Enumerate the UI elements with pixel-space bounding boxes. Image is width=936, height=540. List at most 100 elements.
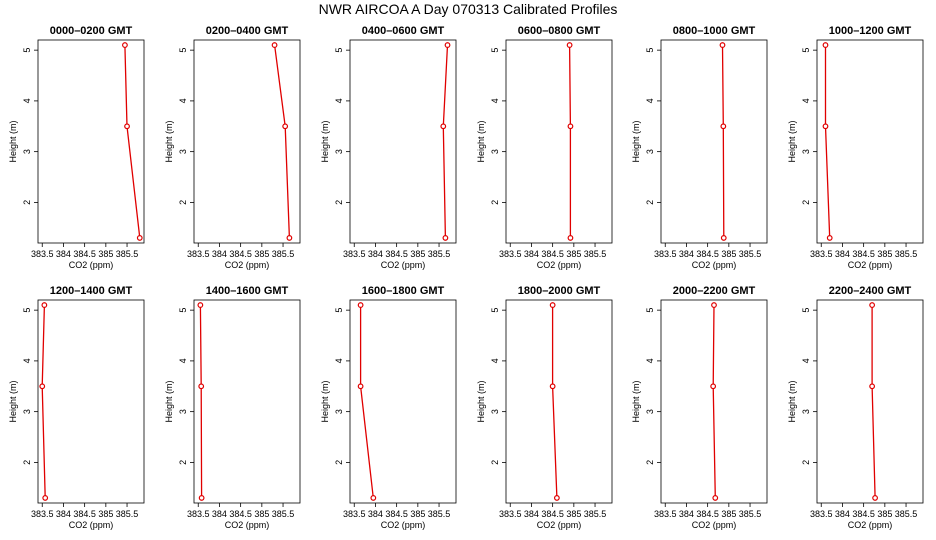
profile-line xyxy=(273,45,291,238)
x-tick-label: 383.5 xyxy=(343,249,366,259)
plot-frame xyxy=(660,39,768,244)
x-axis-label: CO2 (ppm) xyxy=(225,260,270,270)
x-tick-label: 385.5 xyxy=(116,249,139,259)
x-tick-label: 383.5 xyxy=(499,509,522,519)
x-tick-label: 385 xyxy=(877,509,892,519)
y-tick-label: 2 xyxy=(490,460,500,465)
panel-title: 1600–1800 GMT xyxy=(362,285,445,297)
y-tick-label: 3 xyxy=(645,409,655,414)
y-tick-label: 4 xyxy=(178,98,188,103)
data-point xyxy=(711,302,717,308)
panel: 1800–2000 GMT 383.5 384 384.5 385 385.5 2 3 4 5 CO… xyxy=(476,285,613,530)
data-point xyxy=(720,123,727,130)
y-tick-label: 4 xyxy=(178,358,188,363)
x-tick-label: 385.5 xyxy=(895,249,918,259)
panel: 1600–1800 GMT 383.5 384 384.5 385 385.5 2 3 4 5 CO… xyxy=(320,285,457,530)
data-point xyxy=(440,123,447,130)
y-tick-label: 2 xyxy=(645,200,655,205)
x-tick-label: 385 xyxy=(721,249,736,259)
data-point xyxy=(822,123,829,130)
data-point xyxy=(566,42,573,48)
profile-line xyxy=(442,45,449,238)
panel: 0800–1000 GMT 383.5 384 384.5 385 385.5 2 3 4 5 CO… xyxy=(631,25,768,270)
panel: 0600–0800 GMT 383.5 384 384.5 385 385.5 2 3 4 5 CO… xyxy=(476,25,613,270)
y-tick-label: 4 xyxy=(801,98,811,103)
y-tick-label: 3 xyxy=(645,149,655,154)
data-point xyxy=(39,383,46,390)
x-tick-label: 384 xyxy=(835,509,850,519)
y-tick-label: 5 xyxy=(490,48,500,53)
x-tick-label: 385 xyxy=(721,509,736,519)
x-tick-label: 383.5 xyxy=(654,509,677,519)
y-tick-label: 2 xyxy=(178,460,188,465)
x-tick-label: 384.5 xyxy=(385,509,408,519)
y-axis-label: Height (m) xyxy=(320,120,330,162)
y-tick-label: 3 xyxy=(178,409,188,414)
x-tick-label: 385.5 xyxy=(428,509,451,519)
x-tick-label: 385 xyxy=(254,509,269,519)
y-tick-label: 2 xyxy=(801,200,811,205)
x-tick-label: 384 xyxy=(524,509,539,519)
y-tick-label: 3 xyxy=(490,409,500,414)
y-tick-label: 5 xyxy=(334,48,344,53)
x-axis-label: CO2 (ppm) xyxy=(381,260,426,270)
data-point xyxy=(719,42,726,48)
y-tick-label: 4 xyxy=(490,358,500,363)
panel: 0200–0400 GMT 383.5 384 384.5 385 385.5 2 3 4 5 CO… xyxy=(164,25,301,270)
data-point xyxy=(42,495,49,501)
profile-line xyxy=(824,45,831,238)
x-tick-label: 384.5 xyxy=(73,249,96,259)
x-tick-label: 385.5 xyxy=(895,509,918,519)
data-point xyxy=(357,383,364,390)
y-axis-label: Height (m) xyxy=(320,380,330,422)
y-axis-label: Height (m) xyxy=(8,120,18,162)
y-tick-label: 5 xyxy=(645,48,655,53)
plot-frame xyxy=(349,39,457,244)
data-point xyxy=(357,302,364,308)
y-tick-label: 3 xyxy=(22,149,32,154)
data-point xyxy=(198,495,205,501)
x-tick-label: 384.5 xyxy=(541,249,564,259)
panel-title: 2200–2400 GMT xyxy=(829,285,912,297)
y-tick-label: 2 xyxy=(334,200,344,205)
y-axis-label: Height (m) xyxy=(8,380,18,422)
x-axis-label: CO2 (ppm) xyxy=(69,260,114,270)
y-tick-label: 5 xyxy=(645,308,655,313)
x-tick-label: 383.5 xyxy=(499,249,522,259)
y-tick-label: 4 xyxy=(22,358,32,363)
x-tick-label: 385.5 xyxy=(116,509,139,519)
y-tick-label: 4 xyxy=(645,358,655,363)
y-tick-label: 3 xyxy=(801,149,811,154)
y-axis-label: Height (m) xyxy=(476,380,486,422)
plot-frame xyxy=(37,299,145,504)
data-point xyxy=(869,383,876,390)
data-point xyxy=(553,495,560,501)
plot-frame xyxy=(816,39,924,244)
y-tick-label: 4 xyxy=(334,98,344,103)
y-tick-label: 3 xyxy=(490,149,500,154)
x-tick-label: 385 xyxy=(98,249,113,259)
data-point xyxy=(720,235,727,241)
profile-line xyxy=(712,305,716,498)
x-tick-label: 385 xyxy=(254,249,269,259)
y-tick-label: 4 xyxy=(490,98,500,103)
y-axis-label: Height (m) xyxy=(476,120,486,162)
panel-title: 1200–1400 GMT xyxy=(50,285,133,297)
y-tick-label: 3 xyxy=(334,409,344,414)
y-tick-label: 4 xyxy=(334,358,344,363)
y-tick-label: 5 xyxy=(22,308,32,313)
plot-frame xyxy=(193,39,301,244)
x-axis-label: CO2 (ppm) xyxy=(692,520,737,530)
x-tick-label: 383.5 xyxy=(654,249,677,259)
profile-line xyxy=(551,305,558,498)
panel-title: 1800–2000 GMT xyxy=(518,285,601,297)
data-point xyxy=(567,123,574,130)
y-tick-label: 5 xyxy=(490,308,500,313)
x-axis-label: CO2 (ppm) xyxy=(848,260,893,270)
x-tick-label: 384 xyxy=(56,509,71,519)
y-tick-label: 5 xyxy=(801,48,811,53)
y-tick-label: 2 xyxy=(801,460,811,465)
x-tick-label: 385.5 xyxy=(739,509,762,519)
panel-title: 2000–2200 GMT xyxy=(673,285,756,297)
